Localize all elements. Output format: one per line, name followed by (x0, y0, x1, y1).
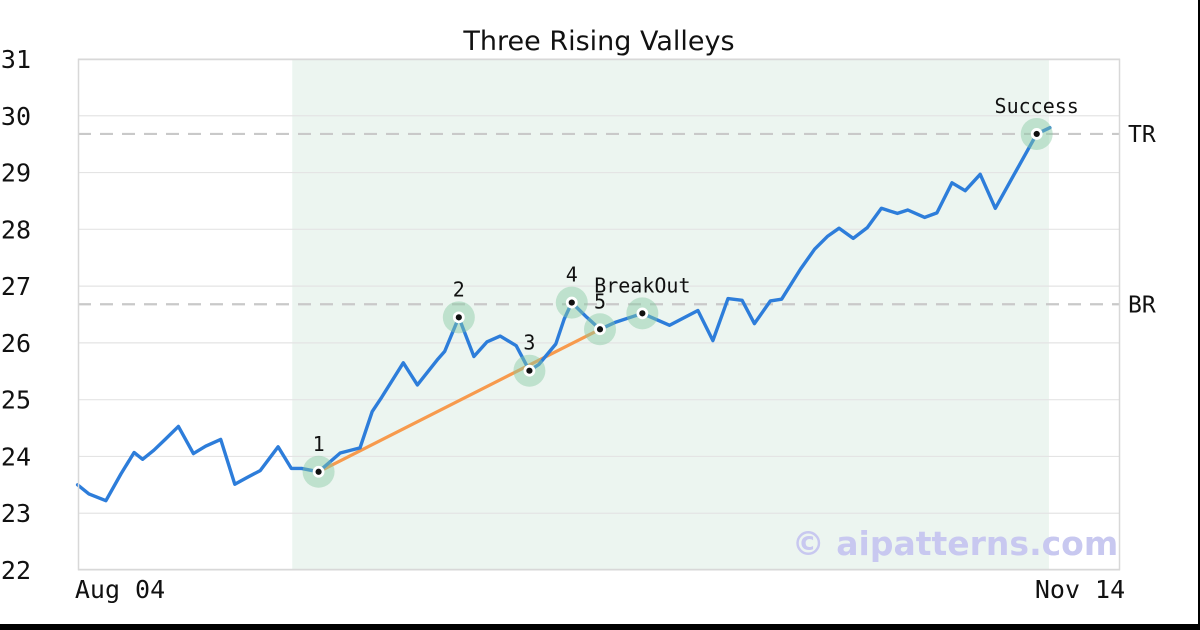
marker-dot-1 (312, 465, 325, 478)
point-label-3: 3 (523, 331, 535, 355)
y-tick-label: 23 (1, 499, 31, 528)
y-tick-label: 28 (1, 215, 31, 244)
pattern-shaded-region (292, 59, 1049, 570)
marker-dot-2 (452, 311, 465, 324)
y-tick-label: 30 (1, 102, 31, 131)
window-edge-bottom (0, 624, 1200, 630)
point-label-4: 4 (566, 263, 578, 287)
y-tick-label: 31 (1, 45, 31, 74)
y-tick-label: 29 (1, 159, 31, 188)
window-edge-right (1198, 0, 1200, 630)
plot-border (77, 58, 1121, 571)
marker-dot-breakout (636, 307, 649, 320)
trendline (316, 327, 602, 474)
watermark: © aipatterns.com (791, 524, 1119, 563)
point-label-success: Success (995, 94, 1079, 118)
x-tick-label: Nov 14 (1035, 575, 1125, 604)
point-label-5: 5 (594, 289, 606, 313)
chart-title: Three Rising Valleys (463, 26, 735, 57)
marker-dot-success (1030, 128, 1043, 140)
point-label-2: 2 (453, 277, 465, 301)
marker-dot-5 (594, 323, 606, 336)
hline-label-tr: TR (1128, 122, 1156, 148)
y-tick-label: 22 (1, 556, 31, 585)
y-tick-label: 25 (1, 386, 31, 415)
x-tick-label: Aug 04 (75, 575, 165, 604)
marker-dot-3 (523, 364, 536, 377)
point-label-breakout: BreakOut (594, 273, 690, 297)
y-tick-label: 24 (1, 442, 31, 471)
marker-dot-4 (565, 296, 578, 309)
point-label-1: 1 (313, 432, 325, 456)
y-tick-label: 27 (1, 272, 31, 301)
y-tick-label: 26 (1, 329, 31, 358)
hline-label-br: BR (1128, 292, 1156, 318)
